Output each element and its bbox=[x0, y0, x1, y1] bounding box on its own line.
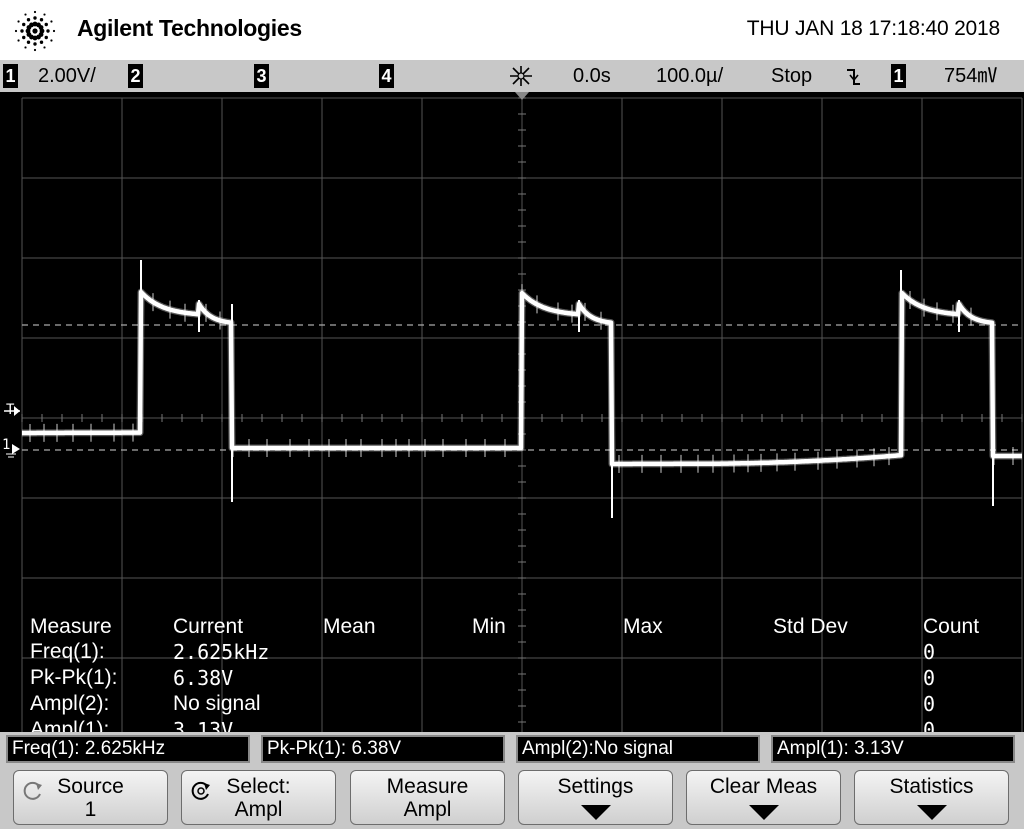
channel-1-ground-marker: 1 bbox=[2, 437, 10, 453]
row-current: 2.625kHz bbox=[173, 640, 270, 664]
readout-freq-1: Freq(1): 2.625kHz bbox=[6, 735, 250, 763]
settings-softkey[interactable]: Settings bbox=[518, 770, 673, 825]
header-count: Count bbox=[923, 615, 980, 638]
down-arrow-icon bbox=[581, 805, 611, 820]
statistics-softkey[interactable]: Statistics bbox=[854, 770, 1009, 825]
select-softkey[interactable]: Select: Ampl bbox=[181, 770, 336, 825]
clear-meas-softkey[interactable]: Clear Meas bbox=[686, 770, 841, 825]
channel-3-key[interactable]: 3 bbox=[254, 64, 269, 88]
channel-1-scale: 2.00V/ bbox=[38, 65, 96, 87]
header-mean: Mean bbox=[323, 615, 376, 638]
falling-edge-icon bbox=[847, 69, 860, 85]
readout-pk-pk-1: Pk-Pk(1): 6.38V bbox=[261, 735, 505, 763]
horizontal-delay: 0.0s bbox=[573, 65, 611, 87]
rotate-knob-icon bbox=[23, 781, 42, 800]
header-current: Current bbox=[173, 615, 244, 638]
waveform-display: T 1 Measure Current Mean Min Max Std Dev… bbox=[0, 92, 1024, 742]
title-bar: Agilent Technologies THU JAN 18 17:18:40… bbox=[0, 0, 1024, 60]
readout-ampl-2: Ampl(2):No signal bbox=[516, 735, 760, 763]
row-name: Ampl(2): bbox=[30, 692, 110, 715]
header-max: Max bbox=[623, 615, 663, 638]
level-markers: T 1 bbox=[2, 92, 529, 458]
horizontal-position-icon bbox=[510, 66, 532, 86]
softkey-value: 1 bbox=[84, 798, 97, 821]
row-count: 0 bbox=[923, 640, 936, 664]
timebase-scale: 100.0µ/ bbox=[656, 65, 724, 87]
softkey-label: Settings bbox=[557, 775, 634, 798]
measurement-readout-bar: Freq(1): 2.625kHz Pk-Pk(1): 6.38V Ampl(2… bbox=[0, 732, 1024, 766]
trigger-source-key[interactable]: 1 bbox=[891, 64, 906, 88]
entry-knob-icon bbox=[191, 781, 210, 800]
header-measure: Measure bbox=[30, 615, 112, 638]
softkey-value: Ampl bbox=[234, 798, 283, 821]
run-state: Stop bbox=[771, 65, 813, 87]
row-count: 0 bbox=[923, 692, 936, 716]
source-softkey[interactable]: Source 1 bbox=[13, 770, 168, 825]
date-time: THU JAN 18 17:18:40 2018 bbox=[746, 17, 1000, 40]
trigger-level-marker: T bbox=[6, 402, 15, 418]
row-current: No signal bbox=[173, 692, 261, 715]
softkey-label: Statistics bbox=[889, 775, 974, 798]
row-current: 6.38V bbox=[173, 666, 234, 690]
agilent-spark-logo-icon bbox=[14, 10, 56, 52]
trigger-position-marker bbox=[515, 92, 529, 100]
graticule-and-trace: T 1 bbox=[2, 92, 1024, 732]
channel-1-key[interactable]: 1 bbox=[3, 64, 18, 88]
header-std-dev: Std Dev bbox=[773, 615, 848, 638]
readout-ampl-1: Ampl(1): 3.13V bbox=[771, 735, 1015, 763]
measure-softkey[interactable]: Measure Ampl bbox=[350, 770, 505, 825]
brand-name: Agilent Technologies bbox=[77, 15, 302, 41]
down-arrow-icon bbox=[749, 805, 779, 820]
softkey-label: Source bbox=[57, 775, 124, 798]
status-bar: 1 2.00V/ 2 3 4 0.0s 100.0µ/ Stop 1 754㎷ bbox=[0, 60, 1024, 92]
row-name: Pk-Pk(1): bbox=[30, 666, 118, 689]
channel-4-key[interactable]: 4 bbox=[379, 64, 394, 88]
softkey-value: Ampl bbox=[403, 798, 452, 821]
row-count: 0 bbox=[923, 666, 936, 690]
trigger-level: 754㎷ bbox=[944, 65, 998, 87]
softkey-label: Measure bbox=[386, 775, 469, 798]
channel-1-trace bbox=[19, 260, 1024, 518]
softkey-label: Select: bbox=[226, 775, 291, 798]
down-arrow-icon bbox=[917, 805, 947, 820]
row-name: Freq(1): bbox=[30, 640, 105, 663]
softkey-label: Clear Meas bbox=[709, 775, 818, 798]
channel-2-key[interactable]: 2 bbox=[128, 64, 143, 88]
softkey-menu: Source 1 Select: Ampl Measure Ampl Setti… bbox=[0, 766, 1024, 829]
center-ticks bbox=[21, 97, 1023, 723]
header-min: Min bbox=[472, 615, 506, 638]
